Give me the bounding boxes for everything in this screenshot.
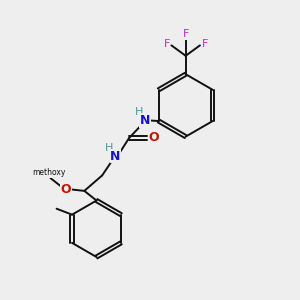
Text: H: H bbox=[134, 107, 143, 117]
Text: N: N bbox=[140, 114, 151, 127]
Text: F: F bbox=[164, 39, 170, 49]
Text: O: O bbox=[148, 131, 159, 144]
Text: F: F bbox=[202, 39, 208, 49]
Text: H: H bbox=[105, 143, 113, 153]
Text: methoxy: methoxy bbox=[32, 168, 66, 177]
Text: F: F bbox=[182, 29, 189, 39]
Text: O: O bbox=[61, 183, 71, 196]
Text: N: N bbox=[110, 150, 121, 163]
